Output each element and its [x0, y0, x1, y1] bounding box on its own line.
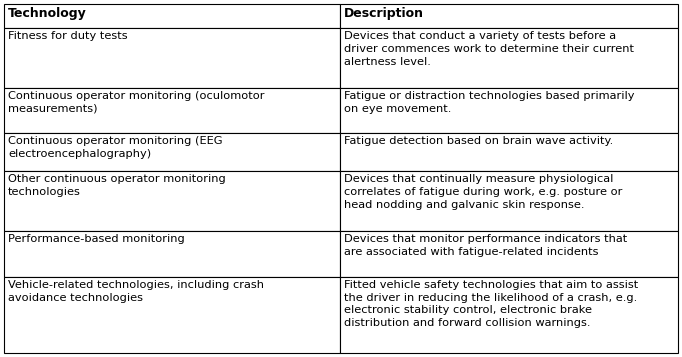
Bar [340, 171, 678, 231]
Text: Performance-based monitoring: Performance-based monitoring [8, 234, 185, 244]
Text: Continuous operator monitoring (EEG
electroencephalography): Continuous operator monitoring (EEG elec… [8, 136, 222, 159]
Text: Fitness for duty tests: Fitness for duty tests [8, 31, 128, 41]
Bar [340, 28, 678, 88]
Bar [4, 28, 340, 88]
Text: Devices that conduct a variety of tests before a
driver commences work to determ: Devices that conduct a variety of tests … [344, 31, 634, 66]
Bar [340, 134, 678, 171]
Text: Technology: Technology [8, 7, 87, 20]
Bar [340, 277, 678, 353]
Bar [340, 88, 678, 134]
Text: Vehicle-related technologies, including crash
avoidance technologies: Vehicle-related technologies, including … [8, 280, 264, 303]
Text: Devices that monitor performance indicators that
are associated with fatigue-rel: Devices that monitor performance indicat… [344, 234, 627, 257]
Bar [4, 4, 340, 28]
Text: Other continuous operator monitoring
technologies: Other continuous operator monitoring tec… [8, 175, 226, 197]
Bar [340, 231, 678, 277]
Text: Devices that continually measure physiological
correlates of fatigue during work: Devices that continually measure physiol… [344, 175, 622, 210]
Bar [4, 171, 340, 231]
Bar [4, 88, 340, 134]
Bar [340, 4, 678, 28]
Text: Fatigue or distraction technologies based primarily
on eye movement.: Fatigue or distraction technologies base… [344, 91, 634, 114]
Bar [4, 277, 340, 353]
Text: Fitted vehicle safety technologies that aim to assist
the driver in reducing the: Fitted vehicle safety technologies that … [344, 280, 638, 328]
Bar [4, 134, 340, 171]
Text: Continuous operator monitoring (oculomotor
measurements): Continuous operator monitoring (oculomot… [8, 91, 265, 114]
Text: Description: Description [344, 7, 424, 20]
Text: Fatigue detection based on brain wave activity.: Fatigue detection based on brain wave ac… [344, 136, 613, 146]
Bar [4, 231, 340, 277]
